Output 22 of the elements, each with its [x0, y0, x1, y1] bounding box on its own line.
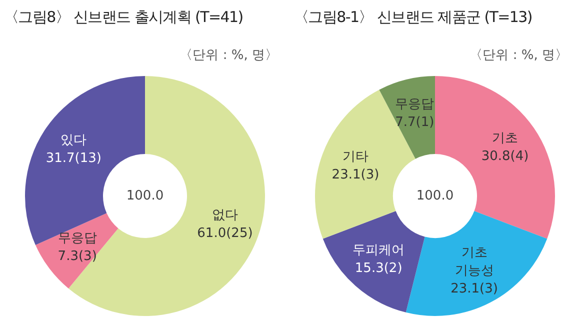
- slice-label: 기초: [492, 131, 518, 146]
- data-label: 23.1(3): [450, 282, 498, 297]
- data-label: 30.8(4): [481, 149, 529, 164]
- chart-title: 〈그림8-1〉 신브랜드 제품군 (T=13): [294, 8, 532, 27]
- slice-label: 없다: [212, 208, 238, 224]
- slice-label: 두피케어: [352, 242, 405, 258]
- data-label: 7.3(3): [58, 248, 97, 264]
- data-label: 7.7(1): [395, 114, 434, 130]
- slice-label: 무응답: [395, 96, 434, 112]
- slice-label: 무응답: [58, 230, 97, 246]
- chart-subtitle: 〈단위 : %, 명〉: [470, 47, 568, 64]
- data-label: 23.1(3): [332, 167, 380, 182]
- slice-label: 있다: [60, 133, 87, 148]
- chart-title: 〈그림8〉 신브랜드 출시계획 (T=41): [4, 8, 243, 27]
- slice-label: 기타: [342, 149, 368, 164]
- slice-label: 기초 기능성: [454, 246, 494, 279]
- chart-subtitle: 〈단위 : %, 명〉: [180, 47, 278, 64]
- data-label: 61.0(25): [197, 226, 253, 242]
- data-label: 31.7(13): [46, 151, 102, 166]
- text: 100.0: [416, 188, 454, 204]
- text: 100.0: [126, 188, 164, 204]
- data-label: 15.3(2): [354, 260, 402, 276]
